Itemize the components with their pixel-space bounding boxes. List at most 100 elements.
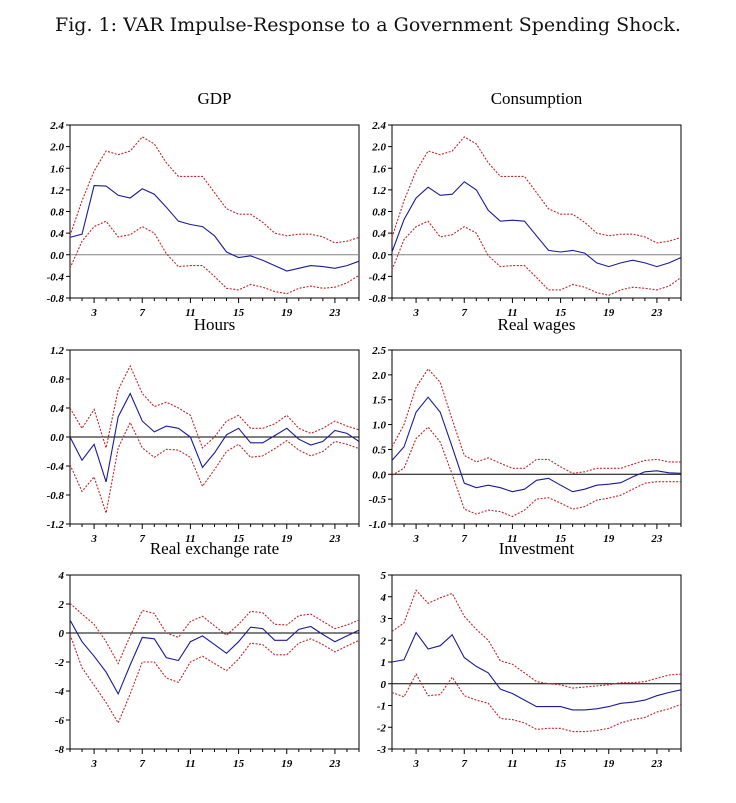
plot-frame [69,574,360,750]
y-tick-label: 0.0 [372,469,386,481]
x-tick-label: 15 [555,758,567,770]
y-tick-label: -6 [55,715,65,727]
x-tick-label: 11 [185,307,195,319]
y-tick-label: 1.5 [372,395,386,407]
y-tick-label: -0.4 [47,461,65,473]
y-tick-label: -0.4 [47,271,65,283]
series-lower-line [69,421,360,514]
x-tick-label: 23 [328,758,341,770]
y-tick-label: 0.8 [50,207,64,219]
series-lower-line [69,634,360,725]
y-tick-label: 1 [381,657,387,669]
x-tick-label: 3 [90,533,97,545]
y-tick-label: 0.5 [372,444,386,456]
y-tick-label: 2.4 [371,120,386,132]
x-tick-label: 3 [412,758,419,770]
series-response-line [69,619,360,696]
y-tick-label: -4 [55,686,65,698]
panel-title: Hours [194,315,236,334]
y-tick-label: -8 [55,744,65,756]
y-tick-label: 0.4 [50,403,64,415]
panel-real-wages: Real wages -1.0 -0.5 0.0 0.5 1.0 1.5 2.0 2.5 3 7 11… [369,315,682,545]
y-tick-label: -0.8 [47,293,65,305]
x-tick-label: 11 [507,758,517,770]
y-tick-label: 0.0 [50,250,64,262]
series-response-line [69,392,360,483]
series-lower-line [391,426,681,518]
series-response-line [69,185,360,272]
y-tick-label: 0.4 [372,228,386,240]
x-tick-label: 7 [462,758,468,770]
x-tick-label: 3 [90,307,97,319]
series-upper-line [391,136,682,244]
x-tick-label: 19 [603,758,615,770]
series-upper-line [69,364,360,451]
panel-real-exchange-rate: Real exchange rate -8 -6 -4 -2 0 2 4 3 7 11 15 19 23 [55,539,360,770]
y-tick-label: 1.2 [372,185,386,197]
x-tick-label: 7 [462,307,468,319]
y-tick-label: 1.6 [50,163,64,175]
x-tick-label: 15 [233,758,245,770]
series-lower-line [391,672,682,733]
y-tick-label: 0 [59,628,65,640]
y-tick-label: -0.5 [369,494,387,506]
x-tick-label: 7 [140,758,146,770]
panel-hours: Hours -1.2 -0.8 -0.4 0.0 0.4 0.8 1.2 3 7 11 15 19 23 [47,315,360,545]
y-tick-label: -3 [377,744,387,756]
y-tick-label: 2 [58,599,65,611]
y-tick-label: 2.0 [371,370,386,382]
x-tick-label: 23 [328,533,341,545]
y-tick-label: 2.0 [371,142,386,154]
panel-title: Real exchange rate [150,539,279,558]
panel-consumption: Consumption -0.8 -0.4 0.0 0.4 0.8 1.2 1.6 2.0 2.4… [369,89,682,319]
x-tick-label: 7 [140,533,146,545]
plot-frame [391,574,682,750]
plot-frame [391,349,682,525]
figure-title: Fig. 1: VAR Impulse-Response to a Govern… [55,14,681,36]
x-tick-label: 23 [650,533,663,545]
x-tick-label: 19 [281,758,293,770]
y-tick-label: 0.0 [50,432,64,444]
x-tick-label: 19 [281,533,293,545]
y-tick-label: -2 [377,722,387,734]
series-upper-line [391,368,681,474]
y-tick-label: 0.8 [50,374,64,386]
panel-title: Consumption [491,89,583,108]
x-tick-label: 11 [507,307,517,319]
x-tick-label: 3 [412,533,419,545]
x-tick-label: 19 [603,533,615,545]
x-tick-label: 15 [233,307,245,319]
x-tick-label: 23 [328,307,341,319]
y-tick-label: 1.6 [372,163,386,175]
y-tick-label: -1.2 [47,519,65,531]
x-tick-label: 23 [650,758,663,770]
series-response-line [391,181,682,268]
y-tick-label: 3 [380,614,387,626]
y-tick-label: 2.4 [49,120,64,132]
series-response-line [391,631,682,711]
y-tick-label: 2 [380,635,387,647]
x-tick-label: 23 [650,307,663,319]
plot-frame [391,124,682,299]
y-tick-label: 0.8 [372,207,386,219]
panel-title: GDP [197,89,231,108]
panel-title: Real wages [498,315,576,334]
y-tick-label: 1.0 [372,420,386,432]
series-lower-line [69,220,360,295]
series-upper-line [391,589,682,689]
y-tick-label: 0 [381,679,387,691]
series-response-line [391,396,682,493]
x-tick-label: 15 [233,533,245,545]
y-tick-label: 0.4 [50,228,64,240]
panel-title: Investment [499,539,575,558]
y-tick-label: 4 [58,570,65,582]
y-tick-label: 5 [381,570,387,582]
x-tick-label: 19 [603,307,615,319]
y-tick-label: -0.8 [369,293,387,305]
y-tick-label: 4 [380,592,387,604]
y-tick-label: -0.4 [369,271,387,283]
y-tick-label: 1.2 [50,185,64,197]
series-upper-line [69,136,360,244]
x-tick-label: 11 [507,533,517,545]
